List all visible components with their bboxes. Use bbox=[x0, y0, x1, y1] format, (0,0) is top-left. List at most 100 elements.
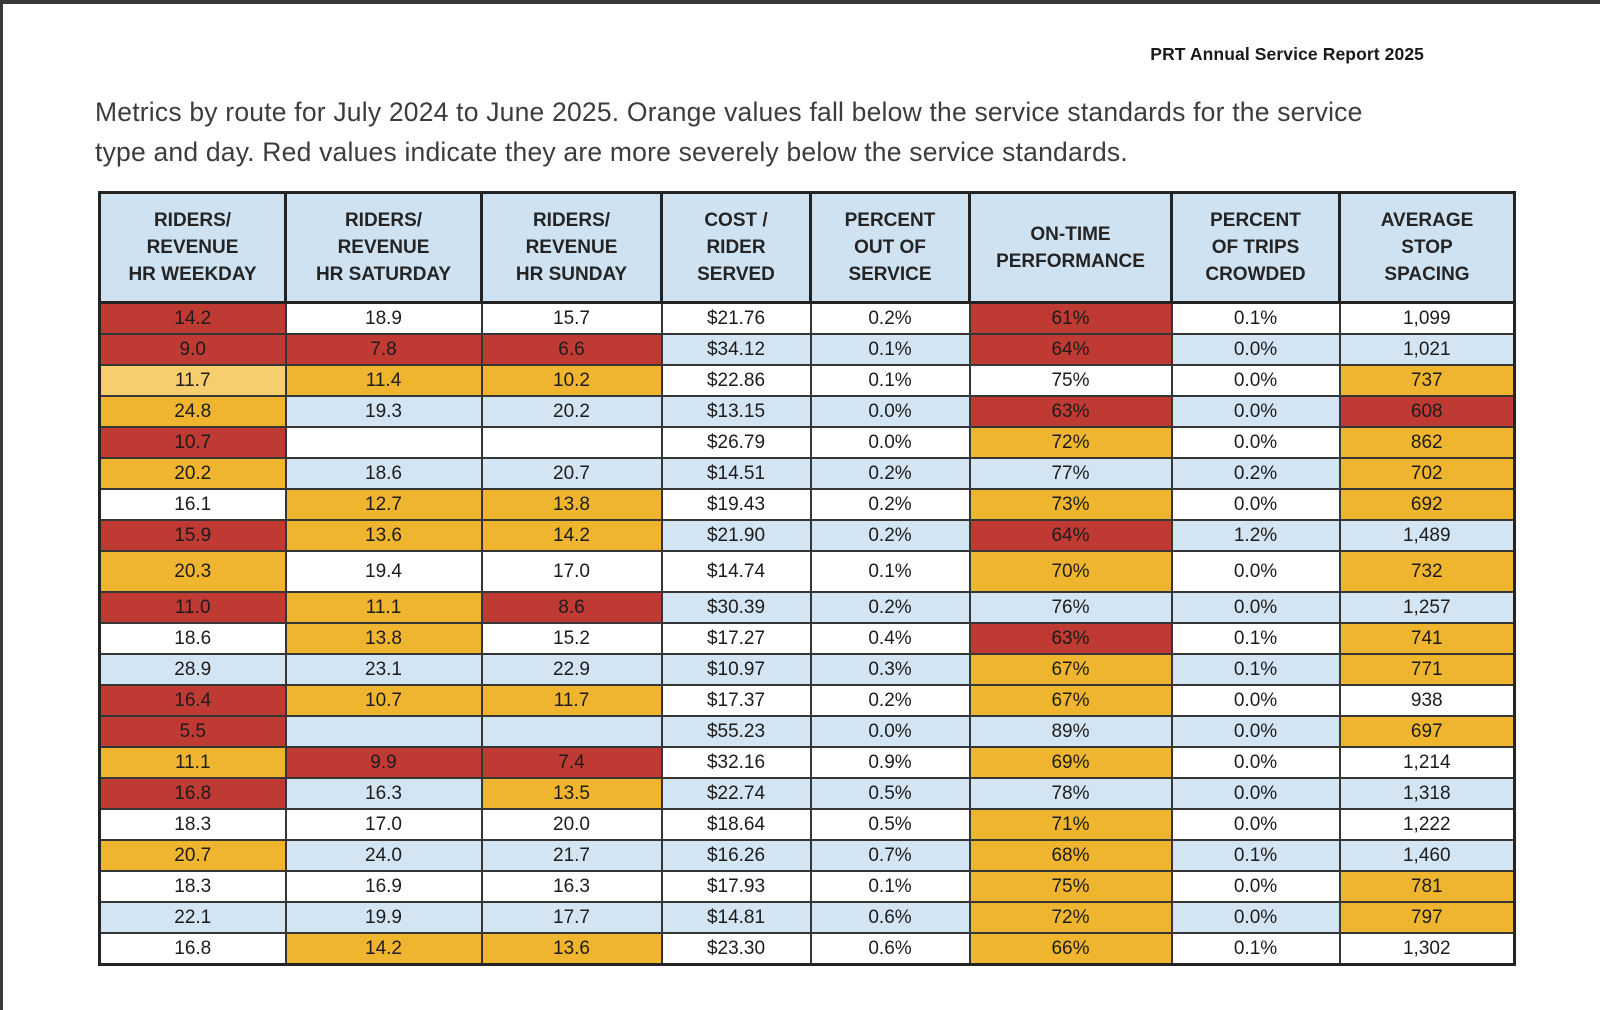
metric-cell: 1,318 bbox=[1338, 777, 1516, 810]
metric-cell: 0.7% bbox=[809, 839, 971, 872]
metric-cell: $34.12 bbox=[660, 333, 812, 366]
table-row: 18.3 16.9 16.3 $17.93 0.1% 75% 0.0% 781 bbox=[98, 870, 1516, 903]
metric-cell: 697 bbox=[1338, 715, 1516, 748]
metric-cell: 15.2 bbox=[480, 622, 663, 655]
metric-cell: 14.2 bbox=[480, 519, 663, 552]
metric-cell: $18.64 bbox=[660, 808, 812, 841]
table-row: 28.9 23.1 22.9 $10.97 0.3% 67% 0.1% 771 bbox=[98, 653, 1516, 686]
metric-cell: 10.7 bbox=[98, 426, 287, 459]
metric-cell: 17.0 bbox=[480, 550, 663, 593]
metric-cell: $22.74 bbox=[660, 777, 812, 810]
metric-cell: 1,214 bbox=[1338, 746, 1516, 779]
metric-cell: 18.9 bbox=[284, 301, 483, 335]
metric-cell: 24.8 bbox=[98, 395, 287, 428]
metric-cell: 13.6 bbox=[480, 932, 663, 966]
metric-cell: 737 bbox=[1338, 364, 1516, 397]
column-header-5: ON-TIME PERFORMANCE bbox=[968, 191, 1173, 304]
metric-cell: 0.0% bbox=[1170, 901, 1341, 934]
column-header-6: PERCENT OF TRIPS CROWDED bbox=[1170, 191, 1341, 304]
metric-cell: $22.86 bbox=[660, 364, 812, 397]
column-header-line: COST / bbox=[704, 210, 768, 231]
metric-cell: 21.7 bbox=[480, 839, 663, 872]
metric-cell: 14.2 bbox=[284, 932, 483, 966]
metric-cell: 0.2% bbox=[809, 684, 971, 717]
column-header-line: HR WEEKDAY bbox=[128, 264, 257, 285]
metric-cell: 16.1 bbox=[98, 488, 287, 521]
column-header-line: STOP bbox=[1401, 237, 1453, 258]
metric-cell: $26.79 bbox=[660, 426, 812, 459]
column-header-line: HR SATURDAY bbox=[315, 264, 452, 285]
metric-cell: 9.0 bbox=[98, 333, 287, 366]
table-row: 5.5 $55.23 0.0% 89% 0.0% 697 bbox=[98, 715, 1516, 748]
metric-cell: 16.8 bbox=[98, 777, 287, 810]
metric-cell: 10.2 bbox=[480, 364, 663, 397]
metric-cell: 18.3 bbox=[98, 870, 287, 903]
metric-cell: 18.6 bbox=[284, 457, 483, 490]
metric-cell: 20.2 bbox=[98, 457, 287, 490]
header-row: RIDERS/REVENUE HR WEEKDAY RIDERS/REVENUE HR… bbox=[98, 191, 1516, 304]
metric-cell: $16.26 bbox=[660, 839, 812, 872]
metric-cell bbox=[480, 426, 663, 459]
metric-cell: 1,302 bbox=[1338, 932, 1516, 966]
metric-cell: 0.1% bbox=[809, 550, 971, 593]
metric-cell: 16.4 bbox=[98, 684, 287, 717]
metric-cell: 89% bbox=[968, 715, 1173, 748]
metric-cell: 11.7 bbox=[480, 684, 663, 717]
column-header-4: PERCENT OUT OF SERVICE bbox=[809, 191, 971, 304]
column-header-3: COST / RIDER SERVED bbox=[660, 191, 812, 304]
metrics-table-header: RIDERS/REVENUE HR WEEKDAY RIDERS/REVENUE HR… bbox=[98, 191, 1516, 304]
table-row: 16.4 10.7 11.7 $17.37 0.2% 67% 0.0% 938 bbox=[98, 684, 1516, 717]
column-header-line: SPACING bbox=[1384, 264, 1470, 285]
metric-cell: 6.6 bbox=[480, 333, 663, 366]
metric-cell: 71% bbox=[968, 808, 1173, 841]
metric-cell: 741 bbox=[1338, 622, 1516, 655]
metric-cell: 72% bbox=[968, 426, 1173, 459]
intro-paragraph: Metrics by route for July 2024 to June 2… bbox=[95, 92, 1363, 172]
metric-cell: 1,489 bbox=[1338, 519, 1516, 552]
metric-cell: 17.7 bbox=[480, 901, 663, 934]
column-header-line: PERCENT bbox=[1210, 210, 1301, 231]
metric-cell: 781 bbox=[1338, 870, 1516, 903]
metric-cell: 0.0% bbox=[1170, 808, 1341, 841]
metric-cell: 67% bbox=[968, 653, 1173, 686]
metric-cell: 0.0% bbox=[1170, 777, 1341, 810]
metric-cell: 13.6 bbox=[284, 519, 483, 552]
table-row: 20.2 18.6 20.7 $14.51 0.2% 77% 0.2% 702 bbox=[98, 457, 1516, 490]
metric-cell: 0.1% bbox=[1170, 653, 1341, 686]
metric-cell: 68% bbox=[968, 839, 1173, 872]
metric-cell: 0.3% bbox=[809, 653, 971, 686]
metric-cell: $14.81 bbox=[660, 901, 812, 934]
metric-cell: 66% bbox=[968, 932, 1173, 966]
metric-cell: 9.9 bbox=[284, 746, 483, 779]
metric-cell: 0.0% bbox=[1170, 746, 1341, 779]
column-header-line: REVENUE bbox=[525, 237, 618, 258]
metric-cell: 69% bbox=[968, 746, 1173, 779]
table-row: 16.8 14.2 13.6 $23.30 0.6% 66% 0.1% 1,302 bbox=[98, 932, 1516, 966]
metric-cell: 797 bbox=[1338, 901, 1516, 934]
metric-cell: $19.43 bbox=[660, 488, 812, 521]
column-header-line: RIDERS/ bbox=[153, 210, 232, 231]
column-header-line: REVENUE bbox=[146, 237, 239, 258]
column-header-line: HR SUNDAY bbox=[515, 264, 628, 285]
column-header-line: RIDERS/ bbox=[344, 210, 423, 231]
metric-cell: 28.9 bbox=[98, 653, 287, 686]
metric-cell: 16.3 bbox=[480, 870, 663, 903]
metric-cell: 15.9 bbox=[98, 519, 287, 552]
metric-cell: 0.5% bbox=[809, 777, 971, 810]
metric-cell: 20.7 bbox=[98, 839, 287, 872]
metric-cell: $21.90 bbox=[660, 519, 812, 552]
metric-cell: 20.7 bbox=[480, 457, 663, 490]
metric-cell bbox=[284, 715, 483, 748]
metric-cell: 0.5% bbox=[809, 808, 971, 841]
metric-cell: 76% bbox=[968, 591, 1173, 624]
metric-cell: 16.3 bbox=[284, 777, 483, 810]
column-header-line: REVENUE bbox=[337, 237, 430, 258]
metric-cell: $23.30 bbox=[660, 932, 812, 966]
metric-cell: 11.0 bbox=[98, 591, 287, 624]
column-header-line: SERVED bbox=[697, 264, 775, 285]
intro-line-1: Metrics by route for July 2024 to June 2… bbox=[95, 97, 1363, 127]
metric-cell: $17.93 bbox=[660, 870, 812, 903]
table-row: 20.7 24.0 21.7 $16.26 0.7% 68% 0.1% 1,460 bbox=[98, 839, 1516, 872]
metric-cell: 0.0% bbox=[1170, 715, 1341, 748]
